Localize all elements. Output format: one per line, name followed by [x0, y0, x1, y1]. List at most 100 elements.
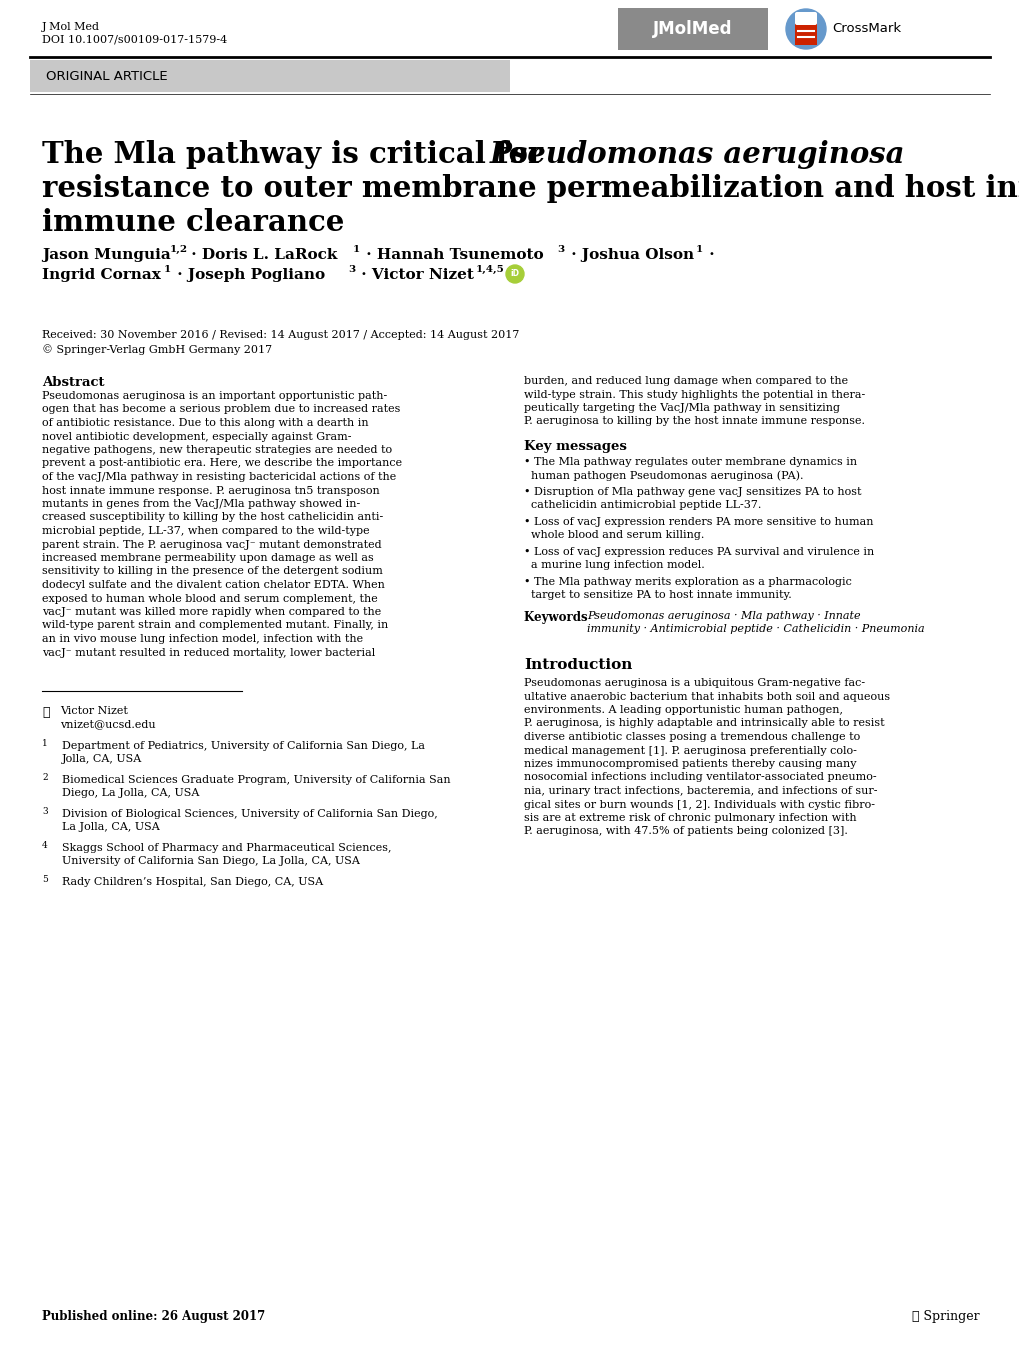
Text: Victor Nizet: Victor Nizet	[60, 706, 127, 715]
Text: • The Mla pathway merits exploration as a pharmacologic: • The Mla pathway merits exploration as …	[524, 577, 851, 587]
Text: human pathogen Pseudomonas aeruginosa (PA).: human pathogen Pseudomonas aeruginosa (P…	[524, 470, 803, 481]
Text: Published online: 26 August 2017: Published online: 26 August 2017	[42, 1310, 265, 1322]
FancyBboxPatch shape	[618, 8, 767, 50]
Text: JMolMed: JMolMed	[652, 20, 732, 38]
Text: P. aeruginosa, is highly adaptable and intrinsically able to resist: P. aeruginosa, is highly adaptable and i…	[524, 718, 883, 729]
Text: resistance to outer membrane permeabilization and host innate: resistance to outer membrane permeabiliz…	[42, 173, 1019, 203]
Text: University of California San Diego, La Jolla, CA, USA: University of California San Diego, La J…	[62, 856, 360, 866]
Text: peutically targeting the VacJ/Mla pathway in sensitizing: peutically targeting the VacJ/Mla pathwa…	[524, 402, 840, 413]
Text: cathelicidin antimicrobial peptide LL-37.: cathelicidin antimicrobial peptide LL-37…	[524, 500, 760, 511]
Text: an in vivo mouse lung infection model, infection with the: an in vivo mouse lung infection model, i…	[42, 634, 363, 644]
Text: increased membrane permeability upon damage as well as: increased membrane permeability upon dam…	[42, 553, 373, 562]
Text: · Joshua Olson: · Joshua Olson	[566, 248, 694, 262]
Text: © Springer-Verlag GmbH Germany 2017: © Springer-Verlag GmbH Germany 2017	[42, 344, 272, 355]
Text: 5: 5	[42, 875, 48, 883]
Text: Diego, La Jolla, CA, USA: Diego, La Jolla, CA, USA	[62, 789, 199, 798]
Text: ·: ·	[703, 248, 714, 262]
Text: · Victor Nizet: · Victor Nizet	[356, 268, 474, 282]
Text: nizes immunocompromised patients thereby causing many: nizes immunocompromised patients thereby…	[524, 759, 856, 770]
Text: wild-type parent strain and complemented mutant. Finally, in: wild-type parent strain and complemented…	[42, 621, 388, 630]
Text: immune clearance: immune clearance	[42, 209, 344, 237]
Text: Pseudomonas aeruginosa is a ubiquitous Gram-negative fac-: Pseudomonas aeruginosa is a ubiquitous G…	[524, 678, 864, 688]
Text: 3: 3	[42, 808, 48, 816]
Text: of the vacJ/Mla pathway in resisting bactericidal actions of the: of the vacJ/Mla pathway in resisting bac…	[42, 472, 395, 482]
Text: Department of Pediatrics, University of California San Diego, La: Department of Pediatrics, University of …	[62, 741, 425, 751]
Text: Key messages: Key messages	[524, 440, 627, 453]
Text: exposed to human whole blood and serum complement, the: exposed to human whole blood and serum c…	[42, 593, 377, 603]
Text: • The Mla pathway regulates outer membrane dynamics in: • The Mla pathway regulates outer membra…	[524, 457, 856, 467]
Text: P. aeruginosa to killing by the host innate immune response.: P. aeruginosa to killing by the host inn…	[524, 416, 864, 427]
Text: sensitivity to killing in the presence of the detergent sodium: sensitivity to killing in the presence o…	[42, 566, 382, 576]
Text: Introduction: Introduction	[524, 659, 632, 672]
Text: 1: 1	[164, 266, 171, 274]
Text: whole blood and serum killing.: whole blood and serum killing.	[524, 531, 704, 541]
Text: Jason Munguia: Jason Munguia	[42, 248, 170, 262]
Text: parent strain. The P. aeruginosa vacJ⁻ mutant demonstrated: parent strain. The P. aeruginosa vacJ⁻ m…	[42, 539, 381, 550]
Text: nia, urinary tract infections, bacteremia, and infections of sur-: nia, urinary tract infections, bacteremi…	[524, 786, 876, 795]
Text: 1: 1	[695, 245, 702, 253]
Text: 1,2: 1,2	[170, 245, 187, 253]
Text: Rady Children’s Hospital, San Diego, CA, USA: Rady Children’s Hospital, San Diego, CA,…	[62, 877, 323, 888]
Text: La Jolla, CA, USA: La Jolla, CA, USA	[62, 822, 160, 832]
Text: • Disruption of Mla pathway gene vacJ sensitizes PA to host: • Disruption of Mla pathway gene vacJ se…	[524, 486, 861, 497]
Text: ultative anaerobic bacterium that inhabits both soil and aqueous: ultative anaerobic bacterium that inhabi…	[524, 691, 890, 702]
Text: · Joseph Pogliano: · Joseph Pogliano	[172, 268, 325, 282]
FancyBboxPatch shape	[794, 12, 816, 24]
Text: wild-type strain. This study highlights the potential in thera-: wild-type strain. This study highlights …	[524, 389, 864, 400]
Text: ORIGINAL ARTICLE: ORIGINAL ARTICLE	[46, 69, 167, 83]
Text: negative pathogens, new therapeutic strategies are needed to: negative pathogens, new therapeutic stra…	[42, 444, 391, 455]
Text: Received: 30 November 2016 / Revised: 14 August 2017 / Accepted: 14 August 2017: Received: 30 November 2016 / Revised: 14…	[42, 331, 519, 340]
Text: iD: iD	[510, 270, 519, 279]
Circle shape	[505, 266, 524, 283]
Text: host innate immune response. P. aeruginosa tn5 transposon: host innate immune response. P. aerugino…	[42, 485, 379, 496]
Text: Division of Biological Sciences, University of California San Diego,: Division of Biological Sciences, Univers…	[62, 809, 437, 818]
Text: Pseudomonas aeruginosa: Pseudomonas aeruginosa	[489, 140, 905, 169]
Text: environments. A leading opportunistic human pathogen,: environments. A leading opportunistic hu…	[524, 705, 842, 715]
FancyBboxPatch shape	[30, 60, 509, 92]
Text: DOI 10.1007/s00109-017-1579-4: DOI 10.1007/s00109-017-1579-4	[42, 35, 227, 45]
Text: 1,4,5: 1,4,5	[476, 266, 504, 274]
Text: • Loss of vacJ expression reduces PA survival and virulence in: • Loss of vacJ expression reduces PA sur…	[524, 547, 873, 557]
Text: ogen that has become a serious problem due to increased rates: ogen that has become a serious problem d…	[42, 405, 400, 415]
Text: 3: 3	[556, 245, 564, 253]
Text: Keywords: Keywords	[524, 611, 591, 625]
Text: prevent a post-antibiotic era. Here, we describe the importance: prevent a post-antibiotic era. Here, we …	[42, 458, 401, 469]
Text: sis are at extreme risk of chronic pulmonary infection with: sis are at extreme risk of chronic pulmo…	[524, 813, 856, 822]
Text: 2: 2	[42, 772, 48, 782]
Text: nosocomial infections including ventilator-associated pneumo-: nosocomial infections including ventilat…	[524, 772, 875, 782]
Text: dodecyl sulfate and the divalent cation chelator EDTA. When: dodecyl sulfate and the divalent cation …	[42, 580, 384, 589]
Text: immunity · Antimicrobial peptide · Cathelicidin · Pneumonia: immunity · Antimicrobial peptide · Cathe…	[586, 625, 923, 634]
Text: Pseudomonas aeruginosa · Mla pathway · Innate: Pseudomonas aeruginosa · Mla pathway · I…	[586, 611, 860, 621]
Text: mutants in genes from the VacJ/Mla pathway showed in-: mutants in genes from the VacJ/Mla pathw…	[42, 499, 360, 509]
Text: Skaggs School of Pharmacy and Pharmaceutical Sciences,: Skaggs School of Pharmacy and Pharmaceut…	[62, 843, 391, 854]
Text: target to sensitize PA to host innate immunity.: target to sensitize PA to host innate im…	[524, 591, 791, 600]
Text: diverse antibiotic classes posing a tremendous challenge to: diverse antibiotic classes posing a trem…	[524, 732, 859, 743]
Text: · Doris L. LaRock: · Doris L. LaRock	[185, 248, 337, 262]
Text: The Mla pathway is critical for: The Mla pathway is critical for	[42, 140, 553, 169]
FancyBboxPatch shape	[794, 15, 816, 45]
Text: Biomedical Sciences Graduate Program, University of California San: Biomedical Sciences Graduate Program, Un…	[62, 775, 450, 785]
Circle shape	[786, 9, 825, 49]
Text: microbial peptide, LL-37, when compared to the wild-type: microbial peptide, LL-37, when compared …	[42, 526, 369, 537]
Text: medical management [1]. P. aeruginosa preferentially colo-: medical management [1]. P. aeruginosa pr…	[524, 745, 856, 756]
Text: novel antibiotic development, especially against Gram-: novel antibiotic development, especially…	[42, 431, 352, 442]
Text: vacJ⁻ mutant was killed more rapidly when compared to the: vacJ⁻ mutant was killed more rapidly whe…	[42, 607, 381, 617]
Text: · Hannah Tsunemoto: · Hannah Tsunemoto	[361, 248, 543, 262]
Text: Pseudomonas aeruginosa is an important opportunistic path-: Pseudomonas aeruginosa is an important o…	[42, 392, 387, 401]
Text: J Mol Med: J Mol Med	[42, 22, 100, 33]
Text: ✉: ✉	[42, 706, 50, 720]
Text: P. aeruginosa, with 47.5% of patients being colonized [3].: P. aeruginosa, with 47.5% of patients be…	[524, 827, 847, 836]
Text: vacJ⁻ mutant resulted in reduced mortality, lower bacterial: vacJ⁻ mutant resulted in reduced mortali…	[42, 648, 375, 657]
Text: Ingrid Cornax: Ingrid Cornax	[42, 268, 161, 282]
Text: • Loss of vacJ expression renders PA more sensitive to human: • Loss of vacJ expression renders PA mor…	[524, 518, 872, 527]
Text: burden, and reduced lung damage when compared to the: burden, and reduced lung damage when com…	[524, 375, 847, 386]
Text: Abstract: Abstract	[42, 375, 104, 389]
Text: a murine lung infection model.: a murine lung infection model.	[524, 561, 704, 570]
Text: 1: 1	[42, 738, 48, 748]
Text: gical sites or burn wounds [1, 2]. Individuals with cystic fibro-: gical sites or burn wounds [1, 2]. Indiv…	[524, 799, 874, 809]
Text: Jolla, CA, USA: Jolla, CA, USA	[62, 753, 142, 764]
Text: 1: 1	[353, 245, 360, 253]
Text: creased susceptibility to killing by the host cathelicidin anti-: creased susceptibility to killing by the…	[42, 512, 383, 523]
Text: 4: 4	[42, 841, 48, 850]
Text: vnizet@ucsd.edu: vnizet@ucsd.edu	[60, 720, 156, 729]
